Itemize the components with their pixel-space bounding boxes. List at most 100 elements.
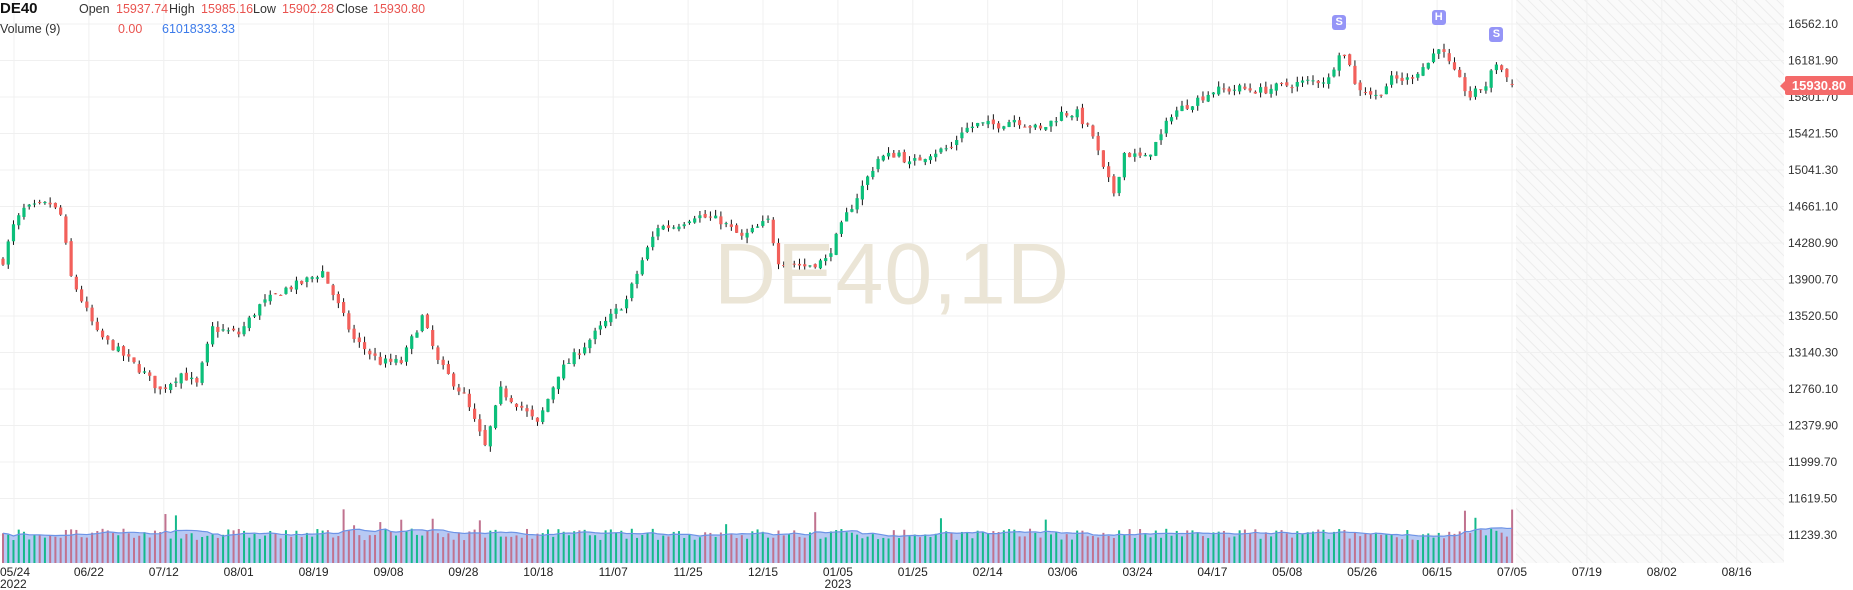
price-tick-label: 14661.10 bbox=[1788, 200, 1838, 214]
candle-body bbox=[347, 313, 351, 330]
volume-bar bbox=[436, 533, 439, 563]
symbol-name[interactable]: DE40 bbox=[0, 0, 38, 17]
candle-body bbox=[1227, 88, 1231, 92]
volume-bar bbox=[1406, 530, 1409, 563]
volume-bar bbox=[38, 535, 41, 563]
candle-body bbox=[1243, 86, 1247, 89]
volume-bar bbox=[153, 530, 156, 563]
volume-bar bbox=[960, 531, 963, 563]
volume-bar bbox=[1207, 538, 1210, 563]
candle-body bbox=[362, 342, 367, 350]
volume-bar bbox=[442, 537, 445, 563]
candle-body bbox=[960, 132, 964, 139]
volume-bar bbox=[1149, 537, 1152, 563]
candle-body bbox=[624, 299, 629, 309]
date-tick-label: 12/15 bbox=[748, 565, 778, 579]
volume-bar bbox=[1170, 535, 1173, 563]
candle-body bbox=[1306, 79, 1310, 81]
date-tick-label: 11/07 bbox=[599, 565, 628, 579]
candle-body bbox=[436, 347, 440, 360]
candle-body bbox=[321, 271, 325, 278]
candle-body bbox=[284, 287, 288, 294]
candle-body bbox=[609, 313, 613, 323]
event-marker-s[interactable]: S bbox=[1332, 15, 1347, 31]
volume-bar bbox=[2, 533, 4, 563]
candle-body bbox=[389, 358, 393, 362]
date-tick-label: 08/02 bbox=[1647, 565, 1677, 579]
candle-body bbox=[226, 330, 230, 332]
candle-body bbox=[195, 378, 199, 383]
volume-bar bbox=[1348, 538, 1351, 563]
candle-body bbox=[1484, 86, 1488, 91]
candle-body bbox=[221, 329, 225, 331]
volume-bar bbox=[908, 536, 911, 563]
volume-bar bbox=[494, 529, 497, 563]
volume-bar bbox=[1301, 534, 1304, 563]
volume-bar bbox=[1264, 532, 1267, 563]
volume-bar bbox=[368, 535, 371, 563]
candle-body bbox=[1337, 55, 1341, 71]
volume-bar bbox=[1091, 535, 1094, 563]
candle-body bbox=[897, 152, 901, 157]
candle-body bbox=[90, 307, 94, 322]
candle-body bbox=[630, 283, 634, 299]
candle-body bbox=[211, 326, 215, 345]
volume-bar bbox=[484, 537, 487, 563]
candle-body bbox=[32, 203, 37, 205]
candle-body bbox=[986, 120, 990, 125]
volume-bar bbox=[657, 539, 659, 563]
volume-bar bbox=[243, 530, 246, 563]
candle-body bbox=[473, 408, 477, 419]
candle-body bbox=[855, 198, 859, 210]
volume-bar bbox=[772, 537, 775, 563]
volume-bar bbox=[201, 537, 204, 563]
candle-body bbox=[535, 417, 540, 422]
volume-bar bbox=[1196, 532, 1199, 563]
volume-bar bbox=[1270, 536, 1273, 563]
volume-bar bbox=[1469, 533, 1472, 563]
volume-bar bbox=[1422, 534, 1425, 563]
volume-bar bbox=[101, 528, 104, 563]
volume-bar bbox=[1275, 530, 1278, 563]
volume-bar bbox=[1050, 534, 1052, 563]
price-axis[interactable]: 16562.1016181.9015801.7015421.5015041.30… bbox=[1788, 17, 1838, 542]
candle-body bbox=[881, 155, 885, 161]
candle-body bbox=[1190, 106, 1195, 110]
volume-bar bbox=[546, 529, 549, 563]
volume-bar bbox=[1018, 536, 1021, 563]
volume-bar bbox=[573, 531, 576, 563]
candle-body bbox=[745, 232, 749, 238]
candle-body bbox=[797, 263, 802, 266]
candle-body bbox=[190, 377, 194, 380]
volume-label[interactable]: Volume (9) bbox=[0, 22, 61, 36]
candle-body bbox=[352, 328, 356, 339]
volume-bar bbox=[195, 539, 198, 563]
event-marker-s[interactable]: S bbox=[1489, 26, 1504, 42]
year-label: 2023 bbox=[825, 577, 852, 590]
candle-body bbox=[27, 204, 31, 207]
volume-bar bbox=[400, 519, 403, 563]
volume-bar bbox=[788, 533, 790, 563]
volume-bar bbox=[117, 535, 120, 563]
volume-bar bbox=[997, 532, 1000, 563]
candle-body bbox=[1, 258, 5, 265]
candle-body bbox=[645, 247, 650, 260]
candle-body bbox=[231, 328, 236, 331]
candle-body bbox=[834, 233, 838, 255]
date-tick-label: 05/26 bbox=[1347, 565, 1377, 579]
volume-bar bbox=[1343, 529, 1346, 563]
candle-body bbox=[64, 216, 68, 243]
candle-body bbox=[635, 273, 639, 285]
volume-pane bbox=[2, 509, 1514, 563]
volume-bar bbox=[463, 540, 466, 563]
volume-bar bbox=[1437, 532, 1440, 563]
volume-bar bbox=[992, 531, 995, 563]
candle-body bbox=[530, 409, 534, 417]
volume-bar bbox=[1086, 536, 1089, 563]
event-marker-h[interactable]: H bbox=[1431, 9, 1446, 25]
volume-bar bbox=[347, 530, 350, 563]
candle-body bbox=[258, 304, 262, 316]
date-tick-label: 06/22 bbox=[74, 565, 104, 579]
